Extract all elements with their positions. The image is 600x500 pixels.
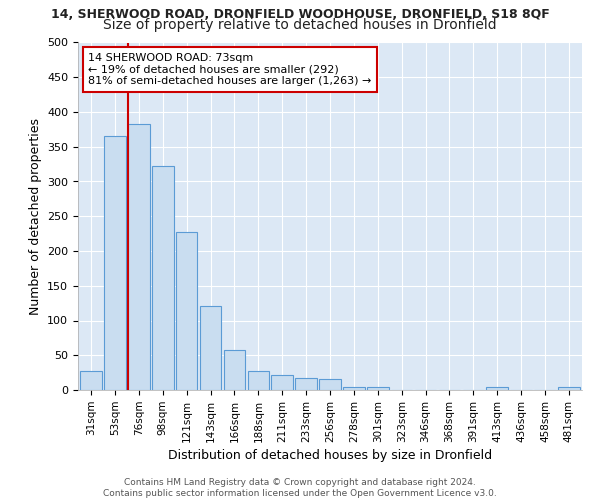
Text: Size of property relative to detached houses in Dronfield: Size of property relative to detached ho…: [103, 18, 497, 32]
Bar: [558, 386, 580, 390]
Bar: [295, 378, 317, 390]
Text: Contains HM Land Registry data © Crown copyright and database right 2024.
Contai: Contains HM Land Registry data © Crown c…: [103, 478, 497, 498]
Bar: [104, 136, 126, 390]
Bar: [487, 386, 508, 390]
Y-axis label: Number of detached properties: Number of detached properties: [29, 118, 41, 315]
Bar: [176, 232, 197, 390]
Bar: [152, 166, 173, 390]
Bar: [128, 124, 149, 390]
X-axis label: Distribution of detached houses by size in Dronfield: Distribution of detached houses by size …: [168, 449, 492, 462]
Bar: [343, 386, 365, 390]
Text: 14, SHERWOOD ROAD, DRONFIELD WOODHOUSE, DRONFIELD, S18 8QF: 14, SHERWOOD ROAD, DRONFIELD WOODHOUSE, …: [50, 8, 550, 20]
Bar: [248, 370, 269, 390]
Bar: [271, 374, 293, 390]
Bar: [367, 386, 389, 390]
Bar: [80, 370, 102, 390]
Bar: [200, 306, 221, 390]
Bar: [224, 350, 245, 390]
Bar: [319, 379, 341, 390]
Text: 14 SHERWOOD ROAD: 73sqm
← 19% of detached houses are smaller (292)
81% of semi-d: 14 SHERWOOD ROAD: 73sqm ← 19% of detache…: [88, 53, 371, 86]
